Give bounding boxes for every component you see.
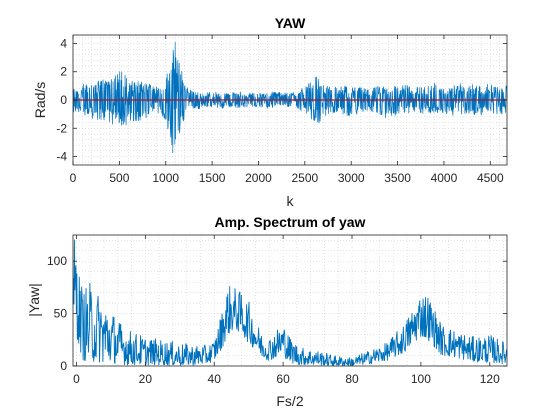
x-tick-label: 120: [480, 372, 500, 386]
yaw-x-label: k: [287, 193, 295, 209]
x-tick-label: 4500: [477, 171, 504, 185]
yaw-x-ticks: 0 500 1000 1500 2000 2500 3000 3500 4000 4500: [70, 35, 504, 185]
spectrum-x-label: Fs/2: [276, 393, 303, 409]
x-tick-label: 80: [345, 372, 359, 386]
x-tick-label: 3000: [338, 171, 365, 185]
x-tick-label: 500: [109, 171, 129, 185]
y-tick-label: -2: [56, 121, 67, 135]
y-tick-label: 0: [60, 93, 67, 107]
spectrum-x-ticks: 0 20 40 60 80 100 120: [73, 235, 500, 386]
spectrum-title: Amp. Spectrum of yaw: [215, 214, 366, 230]
x-tick-label: 0: [70, 171, 77, 185]
yaw-y-ticks: -4 -2 0 2 4: [56, 36, 507, 164]
yaw-signal: [72, 41, 508, 154]
y-tick-label: -4: [56, 150, 67, 164]
y-tick-label: 0: [60, 359, 67, 373]
y-tick-label: 50: [54, 307, 68, 321]
x-tick-label: 20: [139, 372, 153, 386]
x-tick-label: 100: [411, 372, 431, 386]
spectrum-y-ticks: 0 50 100: [47, 254, 507, 373]
x-tick-label: 2500: [291, 171, 318, 185]
x-tick-label: 2000: [245, 171, 272, 185]
x-tick-label: 1000: [152, 171, 179, 185]
spectrum-signal: [72, 239, 508, 367]
yaw-series-line: [72, 41, 508, 154]
y-tick-label: 100: [47, 254, 67, 268]
yaw-title: YAW: [275, 15, 306, 31]
x-tick-label: 60: [276, 372, 290, 386]
y-tick-label: 2: [60, 65, 67, 79]
yaw-axes: 0 500 1000 1500 2000 2500 3000 3500 4000 4500 -4-…: [32, 15, 508, 209]
spectrum-series-line: [72, 239, 508, 367]
x-tick-label: 4000: [431, 171, 458, 185]
spectrum-y-label: |Yaw|: [26, 283, 42, 316]
yaw-y-label: Rad/s: [32, 82, 48, 119]
spectrum-axes: 0 20 40 60 80 100 120 0 50 100 Amp. Spectrum of …: [26, 214, 508, 409]
x-tick-label: 1500: [199, 171, 226, 185]
y-tick-label: 4: [60, 36, 67, 50]
x-tick-label: 40: [208, 372, 222, 386]
x-tick-label: 0: [73, 372, 80, 386]
x-tick-label: 3500: [384, 171, 411, 185]
spectrum-axes-box: [72, 234, 508, 367]
